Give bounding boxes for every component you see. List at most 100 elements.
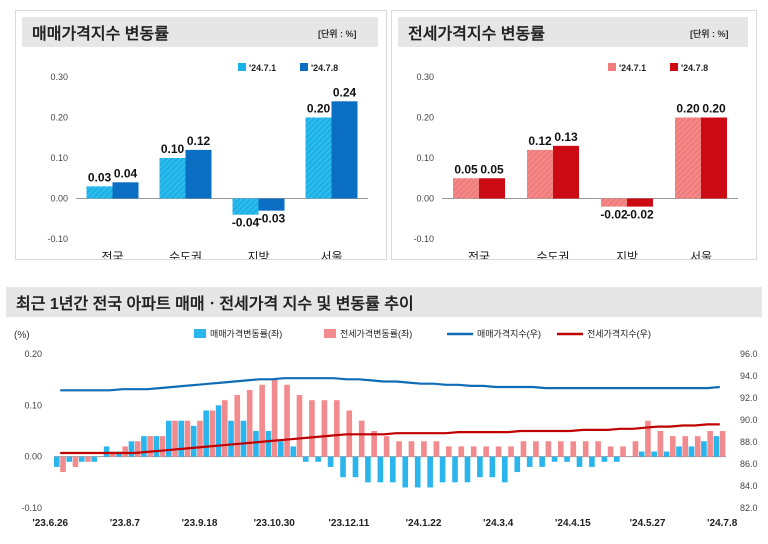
y-tick-label: -0.10 <box>413 234 434 244</box>
sale-change-bar <box>477 456 483 478</box>
category-label: 수도권 <box>536 250 569 259</box>
jeonse-change-panel: 전세가격지수 변동률 [단위 : %] 0.30 0.20 0.10 0.00 -0.1… <box>391 10 757 260</box>
trend-panel: (%) 0.20 0.10 0.00 -0.10 96.0 94.0 92.0 90.0 88.0… <box>6 320 762 538</box>
jeonse-change-bar <box>85 456 91 462</box>
left-y-tick-label: -0.10 <box>21 503 42 513</box>
bar <box>258 198 285 211</box>
sale-change-bar <box>564 456 570 462</box>
sale-change-bar <box>103 446 110 457</box>
jeonse-change-bar <box>421 441 427 457</box>
sale-change-title: 매매가격지수 변동률 <box>22 17 378 47</box>
sale-change-bar <box>365 456 371 483</box>
sale-change-bar <box>352 456 359 478</box>
sale-change-bar <box>601 456 608 462</box>
jeonse-change-bar <box>545 441 552 457</box>
bar <box>232 198 259 215</box>
data-label: 0.20 <box>307 102 331 116</box>
jeonse-change-bar <box>321 400 328 457</box>
sale-change-bar <box>464 456 471 483</box>
bar <box>527 149 553 199</box>
sale-change-bar <box>551 456 558 462</box>
sale-change-bar <box>390 456 396 483</box>
jeonse-change-bar <box>607 446 614 457</box>
left-y-tick-label: 0.00 <box>24 452 42 462</box>
jeonse-change-bar <box>694 436 701 457</box>
data-label: 0.05 <box>454 162 478 176</box>
legend-swatch <box>670 63 678 71</box>
data-label: 0.05 <box>480 162 504 176</box>
trend-chart: (%) 0.20 0.10 0.00 -0.10 96.0 94.0 92.0 90.0 88.0… <box>14 328 758 529</box>
jeonse-change-bar <box>371 431 377 457</box>
sale-change-bar <box>651 451 657 457</box>
data-label: -0.02 <box>626 208 654 222</box>
data-label: 0.20 <box>676 102 700 116</box>
sale-change-bar <box>265 431 272 457</box>
legend-label: 매매가격지수(우) <box>477 328 541 339</box>
x-tick-label: '23.12.11 <box>329 518 370 529</box>
jeonse-change-bar <box>682 436 689 457</box>
sale-change-bar <box>215 405 222 457</box>
jeonse-change-bar <box>259 384 265 457</box>
category-label: 서울 <box>320 250 342 259</box>
sale-change-bar <box>489 456 496 478</box>
sale-change-unit: [단위 : %] <box>318 29 357 39</box>
jeonse-change-bar <box>222 400 228 457</box>
sale-change-bar <box>452 456 458 483</box>
data-label: 0.24 <box>333 85 357 99</box>
left-y-tick-label: 0.20 <box>24 349 42 359</box>
jeonse-change-bar <box>209 410 216 457</box>
data-label: 0.20 <box>702 102 726 116</box>
x-tick-label: '23.6.26 <box>32 518 68 529</box>
bar <box>331 101 358 199</box>
sale-change-bar <box>78 456 85 462</box>
sale-change-bar <box>128 441 135 457</box>
legend-swatch <box>608 63 616 71</box>
sale-change-bar <box>240 420 247 457</box>
jeonse-change-bar <box>645 420 651 457</box>
jeonse-change-chart: 0.300.200.100.00-0.10'24.7.1'24.7.80.05 0… <box>413 63 738 259</box>
left-y-tick-label: 0.10 <box>24 400 42 410</box>
sale-change-bar <box>153 436 160 457</box>
jeonse-change-bar <box>458 446 465 457</box>
legend-label: 전세가격변동률(좌) <box>340 328 412 339</box>
jeonse-change-bar <box>197 420 203 457</box>
bar <box>553 145 579 199</box>
jeonse-index-line <box>60 423 720 455</box>
jeonse-change-bar <box>707 431 713 457</box>
jeonse-change-unit: [단위 : %] <box>690 29 729 39</box>
y-tick-label: -0.10 <box>47 234 68 244</box>
sale-change-bar <box>166 420 172 457</box>
data-label: -0.03 <box>258 212 286 226</box>
sale-change-bar <box>427 456 433 488</box>
y-tick-label: 0.10 <box>50 153 68 163</box>
right-y-tick-label: 84.0 <box>740 481 758 491</box>
sale-change-bar <box>278 441 284 457</box>
jeonse-change-bar <box>309 400 315 457</box>
bar <box>627 198 653 207</box>
jeonse-change-bar <box>433 441 440 457</box>
data-label: 0.13 <box>554 130 578 144</box>
sale-change-bar <box>228 420 234 457</box>
jeonse-change-bar <box>334 400 340 457</box>
trend-title: 최근 1년간 전국 아파트 매매ㆍ전세가격 지수 및 변동률 추이 <box>6 287 762 317</box>
sale-change-bar <box>688 446 695 457</box>
bar <box>112 182 139 199</box>
legend-label: '24.7.8 <box>311 63 338 73</box>
jeonse-change-bar <box>520 441 527 457</box>
jeonse-change-bar <box>719 431 726 457</box>
sale-change-bar <box>190 425 197 457</box>
sale-change-bar <box>302 456 309 462</box>
sale-change-chart: 0.300.200.100.00-0.10'24.7.1'24.7.80.03 0… <box>47 63 368 259</box>
jeonse-change-bar <box>408 441 415 457</box>
data-label: 0.12 <box>187 134 211 148</box>
data-label: 0.12 <box>528 134 552 148</box>
jeonse-change-bar <box>495 446 502 457</box>
sale-change-bar <box>514 456 521 473</box>
right-y-tick-label: 86.0 <box>740 459 758 469</box>
legend-label: 전세가격지수(우) <box>587 328 651 339</box>
y-tick-label: 0.00 <box>416 194 434 204</box>
jeonse-change-bar <box>620 446 626 457</box>
jeonse-change-bar <box>134 441 141 457</box>
category-label: 수도권 <box>169 250 202 259</box>
sale-change-bar <box>663 451 670 457</box>
